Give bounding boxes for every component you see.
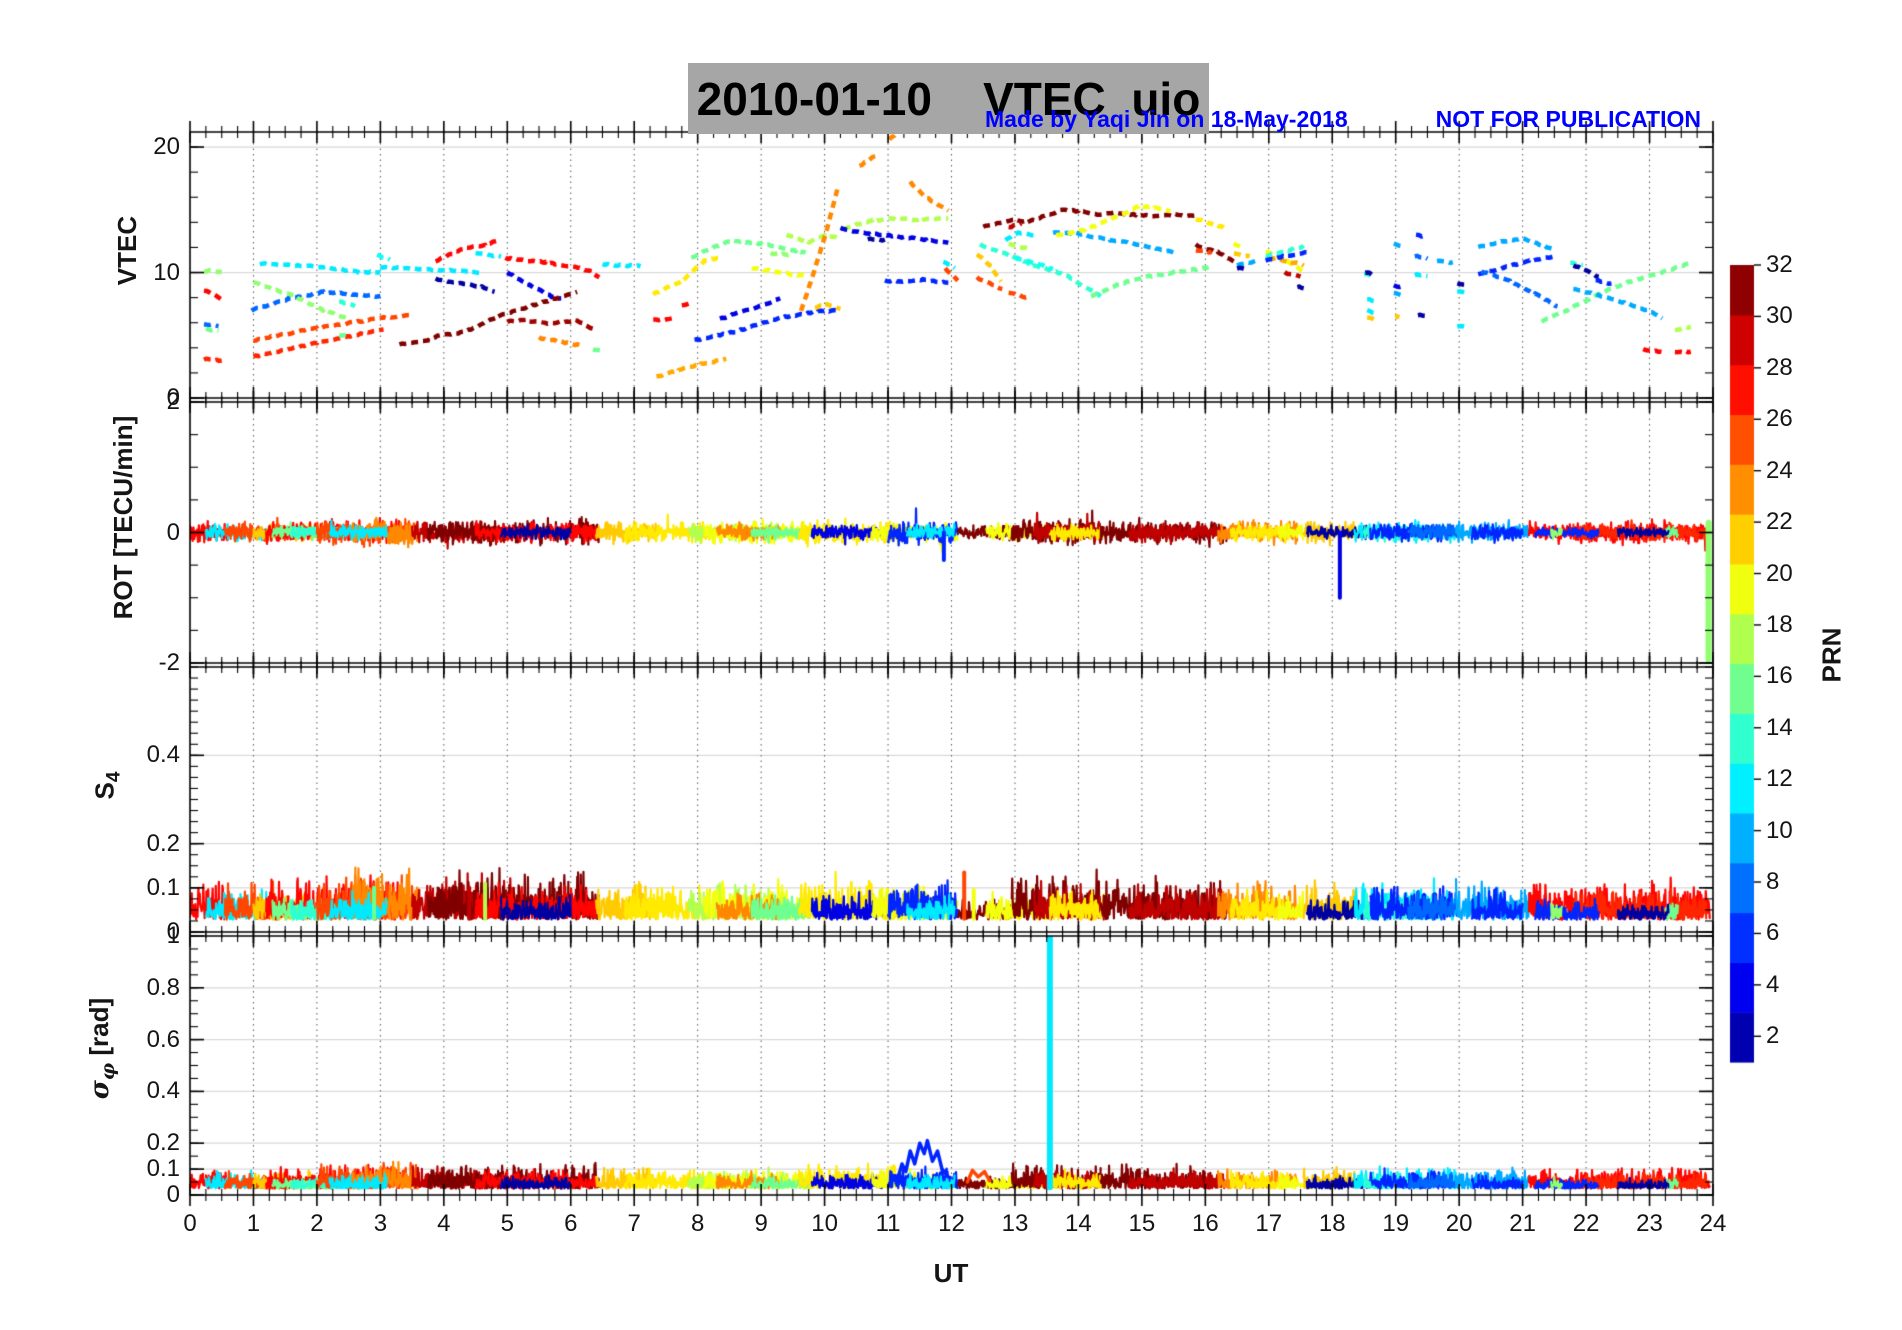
- colorbar-tick-label: 12: [1766, 765, 1793, 793]
- y-tick-label: 2: [166, 388, 180, 415]
- colorbar-tick-label: 24: [1766, 456, 1793, 484]
- y-tick-label: 0: [166, 518, 180, 546]
- colorbar-tick-label: 18: [1766, 610, 1793, 638]
- colorbar-tick-label: 16: [1766, 662, 1793, 690]
- x-tick-label: 17: [1255, 1210, 1283, 1237]
- x-tick-label: 3: [373, 1210, 388, 1237]
- x-tick-label: 5: [500, 1210, 514, 1237]
- colorbar-tick-label: 8: [1766, 868, 1780, 896]
- x-tick-label: 14: [1065, 1210, 1092, 1237]
- x-tick-label: 9: [754, 1210, 768, 1237]
- x-tick-label: 0: [183, 1210, 197, 1237]
- x-tick-label: 24: [1699, 1210, 1727, 1237]
- y-tick-label: 0: [166, 918, 180, 945]
- colorbar-tick-label: 22: [1766, 508, 1793, 536]
- watermark-warning: NOT FOR PUBLICATION: [1435, 106, 1701, 132]
- y-tick-label: 0.4: [146, 741, 180, 769]
- page-title: 2010-01-10 VTEC uio: [696, 72, 1201, 125]
- colorbar-tick-label: 2: [1766, 1022, 1780, 1050]
- y-tick-label: 0.2: [146, 829, 180, 857]
- ylabel-s4: S4: [89, 771, 125, 800]
- x-tick-label: 12: [938, 1210, 965, 1237]
- colorbar-tick-label: 20: [1766, 559, 1793, 587]
- x-tick-label: 10: [811, 1210, 838, 1237]
- colorbar-tick-label: 32: [1766, 251, 1793, 278]
- colorbar-tick-label: 4: [1766, 970, 1780, 998]
- colorbar-tick-label: 10: [1766, 816, 1793, 844]
- colorbar-tick-label: 26: [1766, 405, 1793, 433]
- colorbar-tick-label: 14: [1766, 713, 1793, 741]
- y-tick-label: 0.1: [146, 1155, 180, 1183]
- x-tick-label: 16: [1191, 1210, 1219, 1237]
- x-tick-label: 8: [690, 1210, 705, 1237]
- y-tick-label: 10: [153, 258, 180, 286]
- x-tick-label: 11: [875, 1210, 901, 1237]
- colorbar-tick-label: 30: [1766, 302, 1793, 330]
- x-tick-label: 19: [1382, 1210, 1410, 1237]
- x-tick-label: 20: [1445, 1210, 1473, 1237]
- ylabel-sigma-phi: σφ [rad]: [83, 997, 120, 1100]
- x-tick-label: 22: [1572, 1210, 1600, 1237]
- y-tick-label: 0.2: [146, 1129, 180, 1157]
- x-tick-label: 4: [437, 1210, 451, 1237]
- y-tick-label: -2: [158, 649, 180, 676]
- y-tick-label: 0: [166, 1181, 180, 1208]
- colorbar-tick-label: 28: [1766, 353, 1793, 381]
- x-tick-label: 21: [1509, 1210, 1536, 1237]
- x-tick-label: 6: [564, 1210, 578, 1237]
- y-tick-label: 0: [166, 384, 180, 411]
- watermark-author: Made by Yaqi Jin on 18-May-2018: [985, 106, 1348, 132]
- x-tick-label: 15: [1128, 1210, 1156, 1237]
- x-tick-label: 18: [1318, 1210, 1346, 1237]
- y-tick-label: 0.1: [146, 873, 180, 901]
- y-tick-label: 0.8: [146, 973, 180, 1001]
- y-tick-label: 0.6: [146, 1025, 180, 1053]
- x-tick-label: 7: [627, 1210, 641, 1237]
- y-tick-label: 20: [153, 133, 180, 161]
- colorbar-label-prn: PRN: [1816, 627, 1847, 683]
- x-tick-label: 1: [246, 1210, 261, 1237]
- x-tick-label: 23: [1636, 1210, 1663, 1237]
- y-tick-label: 1: [166, 922, 180, 949]
- x-tick-label: 2: [310, 1210, 324, 1237]
- x-tick-label: 13: [1001, 1210, 1029, 1237]
- xlabel-ut: UT: [933, 1258, 969, 1288]
- watermark: Made by Yaqi Jin on 18-May-2018 NOT FOR …: [985, 106, 1701, 133]
- title-box: 2010-01-10 VTEC uio: [688, 63, 1209, 134]
- y-tick-label: 0.4: [146, 1077, 180, 1105]
- colorbar-tick-label: 6: [1766, 919, 1780, 947]
